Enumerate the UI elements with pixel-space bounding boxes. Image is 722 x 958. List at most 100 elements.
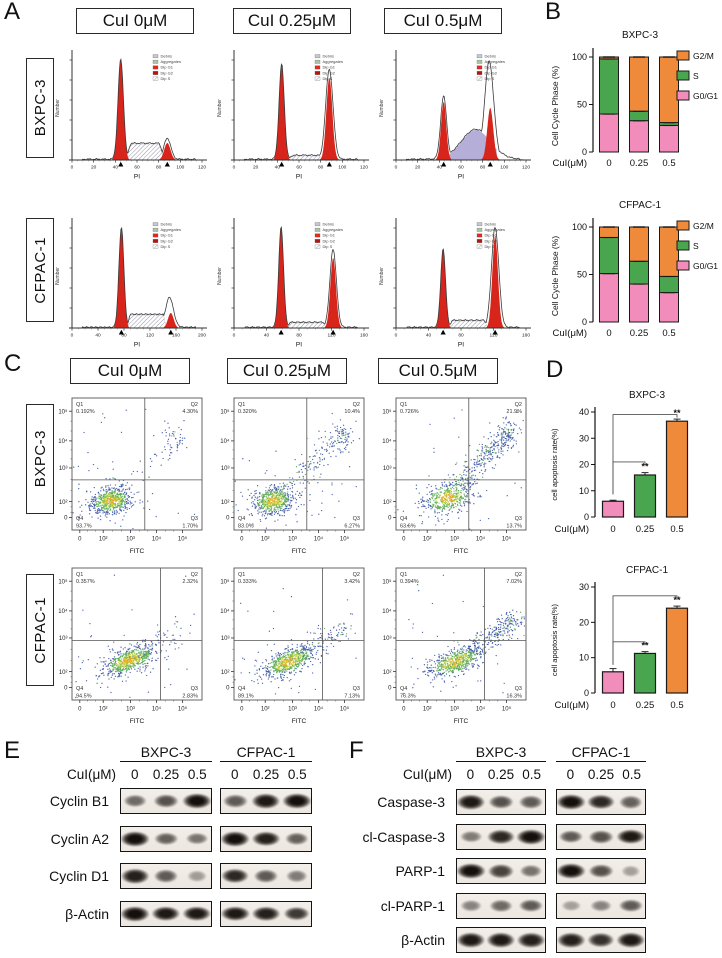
- q1-value: 0.192%: [76, 409, 95, 415]
- svg-text:10²: 10²: [99, 707, 108, 713]
- apoptosis-scatter-bxpc3-025um: 0 10² 10³ 10⁴ 10⁵ 0 10² 10³ 10⁴ 10⁵ FITC Q10.320% Q2…: [220, 397, 365, 555]
- aggregates-area: [443, 130, 497, 160]
- stack-segment: [659, 292, 679, 323]
- svg-text:Dip G2: Dip G2: [485, 70, 498, 75]
- svg-text:Debris: Debris: [485, 54, 497, 59]
- stack-segment: [629, 110, 649, 122]
- svg-text:0: 0: [388, 516, 392, 522]
- stack-segment: [659, 226, 679, 277]
- blot-strip: [118, 900, 213, 927]
- cellline-label-a-bxpc3: BXPC-3: [26, 58, 54, 158]
- blot-band: [280, 793, 314, 809]
- svg-text:Debris: Debris: [323, 54, 335, 59]
- blot-strip: [456, 892, 546, 919]
- blot-band: [180, 905, 213, 922]
- peak-marker: [441, 161, 447, 167]
- svg-text:160: 160: [522, 333, 530, 339]
- svg-text:100: 100: [338, 165, 346, 171]
- q2-label: Q2: [353, 572, 360, 578]
- stack-segment: [659, 124, 679, 153]
- svg-text:10⁴: 10⁴: [220, 438, 230, 445]
- blot-strip: [219, 863, 312, 889]
- histogram-outline: [396, 227, 526, 329]
- blot-dose-label: 0: [230, 767, 239, 782]
- q1-label: Q1: [76, 572, 83, 578]
- chart-xlabel: CuI(μM): [553, 158, 588, 169]
- peak-marker: [118, 161, 124, 167]
- svg-text:10⁴: 10⁴: [476, 536, 486, 543]
- q3-value: 13.7%: [506, 524, 522, 530]
- g2-peak: [160, 313, 181, 328]
- panel-label-a: A: [4, 0, 21, 25]
- blot-strip: [454, 927, 547, 953]
- svg-text:120: 120: [522, 165, 530, 171]
- svg-text:G2/M: G2/M: [693, 51, 714, 61]
- q3-label: Q3: [191, 686, 198, 692]
- s-phase-area: [283, 322, 330, 329]
- blot-band: [620, 865, 642, 877]
- blot-strip: [556, 823, 648, 850]
- svg-text:Dip S: Dip S: [485, 76, 495, 81]
- svg-text:Aggregates: Aggregates: [485, 59, 505, 64]
- q1-value: 0.320%: [238, 409, 257, 415]
- svg-text:0: 0: [233, 333, 236, 339]
- q4-label: Q4: [400, 516, 407, 522]
- q4-label: Q4: [238, 686, 245, 692]
- blot-strip: [118, 825, 212, 852]
- panel-label-d: D: [546, 356, 564, 383]
- stack-segment: [629, 56, 649, 112]
- svg-text:10²: 10²: [261, 707, 270, 713]
- blot-band: [515, 932, 547, 948]
- apoptosis-scatter-bxpc3-05um: 0 10² 10³ 10⁴ 10⁵ 0 10² 10³ 10⁴ 10⁵ FITC Q10.726% Q2…: [382, 397, 527, 555]
- svg-text:40: 40: [437, 165, 443, 171]
- blot-dose-label: 0.25: [487, 767, 515, 782]
- peak-marker: [278, 329, 284, 335]
- svg-text:Dip G1: Dip G1: [323, 65, 336, 70]
- g2-peak: [479, 108, 501, 160]
- q2-label: Q2: [515, 402, 522, 408]
- g1-peak: [109, 60, 132, 160]
- svg-text:0: 0: [240, 707, 244, 713]
- q2-label: Q2: [191, 402, 198, 408]
- q4-label: Q4: [76, 686, 83, 692]
- blot-band: [284, 869, 309, 883]
- q3-label: Q3: [353, 686, 360, 692]
- scatter-points-layer: [397, 409, 524, 530]
- svg-text:60: 60: [458, 165, 464, 171]
- q2-value: 7.02%: [506, 579, 522, 585]
- svg-text:80: 80: [480, 165, 486, 171]
- svg-text:Aggregates: Aggregates: [323, 227, 343, 232]
- peak-marker: [330, 329, 336, 335]
- svg-text:Dip S: Dip S: [485, 244, 495, 249]
- blot-band: [560, 899, 582, 912]
- blot-dose-label: 0: [466, 767, 475, 782]
- blot-strip: [454, 789, 546, 815]
- blot-band: [587, 829, 615, 844]
- histogram-outline: [234, 63, 364, 161]
- svg-text:60: 60: [296, 165, 302, 171]
- blot-band: [585, 932, 617, 948]
- scatter-points-layer: [72, 408, 196, 530]
- blot-group-header: BXPC-3: [120, 744, 212, 762]
- blot-strip: [218, 825, 312, 852]
- q1-label: Q1: [238, 572, 245, 578]
- cellline-label-a-cfpac1: CFPAC-1: [26, 218, 54, 322]
- svg-text:10⁴: 10⁴: [152, 706, 162, 713]
- blot-strip: [454, 858, 546, 884]
- blot-band: [221, 794, 249, 808]
- blot-band: [585, 794, 617, 810]
- histogram-outline: [396, 60, 526, 161]
- svg-text:0.25: 0.25: [630, 158, 649, 169]
- svg-text:Debris: Debris: [161, 222, 173, 227]
- blot-strip: [556, 892, 646, 919]
- hist-ylabel: Number: [217, 267, 223, 285]
- q4-value: 76.3%: [400, 694, 416, 700]
- hist-ylabel: Number: [379, 267, 385, 285]
- blot-row-label: cl-Caspase-3: [362, 828, 445, 845]
- q2-value: 3.42%: [344, 579, 360, 585]
- svg-text:Dip G1: Dip G1: [161, 233, 174, 238]
- svg-text:Dip G2: Dip G2: [161, 238, 174, 243]
